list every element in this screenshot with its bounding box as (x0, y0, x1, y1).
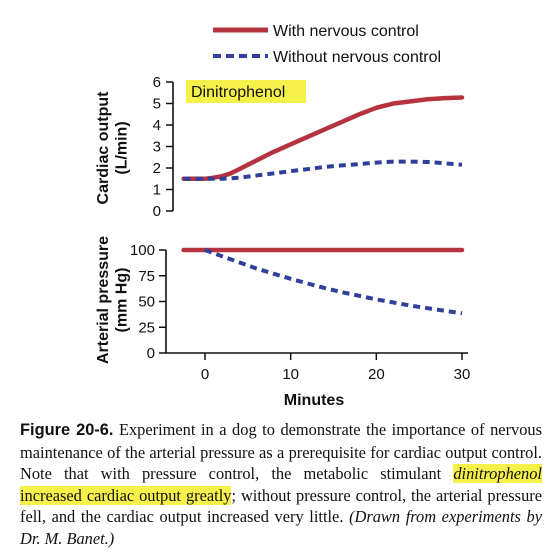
series-group (181, 247, 465, 316)
y-tick-label: 2 (153, 160, 161, 177)
figure-caption: Figure 20-6. Experiment in a dog to demo… (20, 419, 542, 549)
y-tick-label: 6 (153, 74, 161, 91)
dinitrophenol-annotation: Dinitrophenol (186, 80, 306, 103)
y-ticks: 0 25 50 75 100 (130, 242, 166, 362)
legend: With nervous control Without nervous con… (213, 23, 441, 66)
figure: With nervous control Without nervous con… (95, 23, 470, 409)
y-tick-label: 0 (153, 203, 161, 220)
y-tick-label: 0 (147, 345, 155, 362)
x-axis-title: Minutes (284, 392, 345, 409)
caption-text-start: Experiment in a dog to demonstrate the i… (20, 420, 542, 483)
x-tick-label: 30 (454, 366, 471, 383)
series-group (181, 95, 465, 182)
annotation-highlight (186, 80, 306, 103)
y-tick-label: 75 (138, 268, 155, 285)
legend-label-without-control: Without nervous control (273, 49, 441, 66)
caption-credit: (Drawn from experiments by Dr. M. Banet.… (20, 507, 542, 548)
y-tick-label: 50 (138, 294, 155, 311)
y-tick-label: 1 (153, 182, 161, 199)
series-line-without-control (183, 159, 463, 181)
caption-highlight-italic: dinitrophenol (453, 464, 542, 483)
y-tick-label: 5 (153, 96, 161, 113)
x-tick-label: 0 (201, 366, 209, 383)
y-axis-title: Cardiac output(L/min) (95, 91, 130, 205)
x-ticks: 0 10 20 30 (201, 353, 471, 383)
series-line-with-control (181, 95, 465, 182)
y-tick-label: 4 (153, 117, 161, 134)
caption-figure-number: Figure 20-6. (20, 421, 114, 439)
y-ticks: 0 1 2 3 4 5 6 (153, 74, 173, 220)
x-tick-label: 10 (282, 366, 299, 383)
caption-text-end: ; without pressure control, the arterial… (20, 485, 542, 527)
legend-label-with-control: With nervous control (273, 23, 419, 40)
y-tick-label: 25 (138, 319, 155, 336)
x-tick-label: 20 (368, 366, 385, 383)
cardiac-output-panel: 0 1 2 3 4 5 6 Cardiac output(L/min) (95, 74, 465, 220)
caption-highlight-text: increased cardiac output greatly (20, 485, 232, 505)
y-axis-title: Arterial pressure(mm Hg) (95, 236, 130, 364)
y-tick-label: 100 (130, 242, 155, 259)
arterial-pressure-panel: 0 25 50 75 100 0 10 20 30 Arterial pressure(mm … (95, 236, 470, 409)
series-line-without-control (204, 248, 463, 316)
y-tick-label: 3 (153, 139, 161, 156)
annotation-label: Dinitrophenol (191, 84, 285, 101)
